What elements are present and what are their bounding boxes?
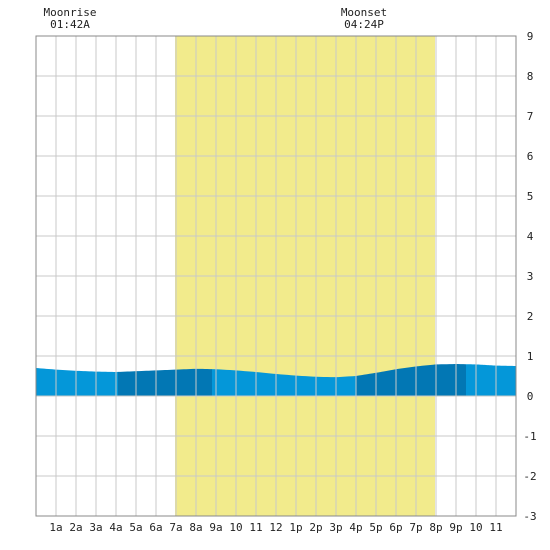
x-tick-label: 12 [269, 521, 282, 534]
tide-area-segment [466, 364, 516, 396]
x-tick-label: 8p [429, 521, 442, 534]
tide-area-segment [118, 368, 212, 396]
moon-event-title: Moonset [341, 6, 387, 19]
y-tick-label: 1 [527, 350, 534, 363]
y-tick-labels: -3 -2 -1 0 1 2 3 4 5 6 7 8 9 [523, 30, 536, 523]
x-tick-label: 11 [489, 521, 502, 534]
x-tick-label: 10 [469, 521, 482, 534]
x-tick-label: 8a [189, 521, 202, 534]
x-tick-label: 3p [329, 521, 342, 534]
x-tick-label: 5p [369, 521, 382, 534]
x-tick-label: 9p [449, 521, 462, 534]
x-tick-label: 6a [149, 521, 162, 534]
tide-area-segment [356, 364, 466, 396]
x-tick-label: 1p [289, 521, 302, 534]
x-tick-label: 1a [49, 521, 62, 534]
x-tick-label: 10 [229, 521, 242, 534]
x-tick-label: 3a [89, 521, 102, 534]
x-tick-labels: 1a 2a 3a 4a 5a 6a 7a 8a 9a 10 11 12 1p 2p 3p 4p 5p 6p 7p 8p… [49, 521, 502, 534]
x-tick-label: 5a [129, 521, 142, 534]
plot-border [35, 35, 517, 517]
x-tick-label: 4p [349, 521, 362, 534]
y-tick-label: 4 [527, 230, 534, 243]
moon-event-time: 01:42A [50, 18, 90, 31]
tide-area-segment [36, 368, 118, 396]
x-tick-label: 9a [209, 521, 222, 534]
x-tick-label: 11 [249, 521, 262, 534]
x-tick-label: 7p [409, 521, 422, 534]
moon-event-title: Moonrise [44, 6, 97, 19]
y-tick-label: 5 [527, 190, 534, 203]
y-tick-label: -1 [523, 430, 536, 443]
x-tick-label: 2p [309, 521, 322, 534]
x-tick-label: 2a [69, 521, 82, 534]
x-tick-label: 6p [389, 521, 402, 534]
y-tick-label: 7 [527, 110, 534, 123]
y-tick-label: 3 [527, 270, 534, 283]
y-tick-label: 8 [527, 70, 534, 83]
x-tick-label: 7a [169, 521, 182, 534]
y-tick-label: -2 [523, 470, 536, 483]
x-tick-label: 4a [109, 521, 122, 534]
y-tick-label: 9 [527, 30, 534, 43]
tide-area-segment [212, 369, 356, 396]
y-tick-label: 2 [527, 310, 534, 323]
moon-event-time: 04:24P [344, 18, 384, 31]
y-tick-label: 0 [527, 390, 534, 403]
tide-area-layer [36, 364, 516, 396]
y-tick-label: 6 [527, 150, 534, 163]
y-tick-label: -3 [523, 510, 536, 523]
